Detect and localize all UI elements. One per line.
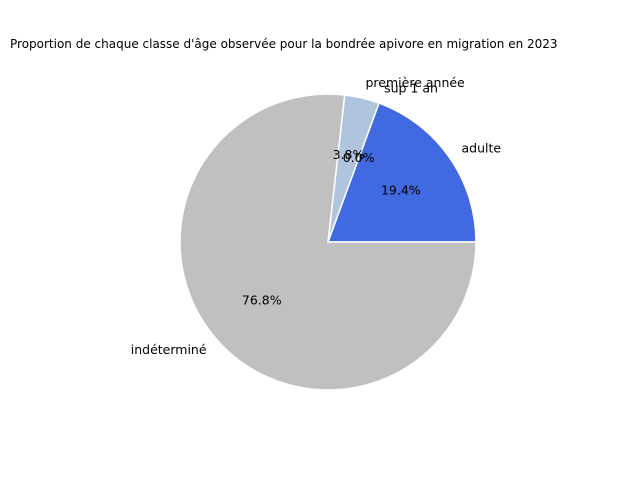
pie-labels: adulte 19.4% sup 1 an 0.0% première année 3.8… [131, 75, 502, 357]
pct-sup-1-an: 0.0% [343, 150, 375, 165]
pie-slices [179, 93, 477, 391]
label-sup-1-an: sup 1 an [384, 81, 438, 96]
pct-adulte: 19.4% [381, 183, 421, 198]
slice-indetermine [179, 93, 477, 391]
label-adulte: adulte [461, 140, 501, 155]
slice-adulte [326, 102, 477, 243]
chart-title: Proportion de chaque classe d'âge observ… [10, 37, 558, 51]
label-indetermine: indéterminé [131, 342, 207, 357]
pct-premiere-annee: 3.8% [333, 147, 365, 162]
pct-indetermine: 76.8% [242, 293, 282, 308]
label-premiere-annee: première année [366, 75, 466, 90]
